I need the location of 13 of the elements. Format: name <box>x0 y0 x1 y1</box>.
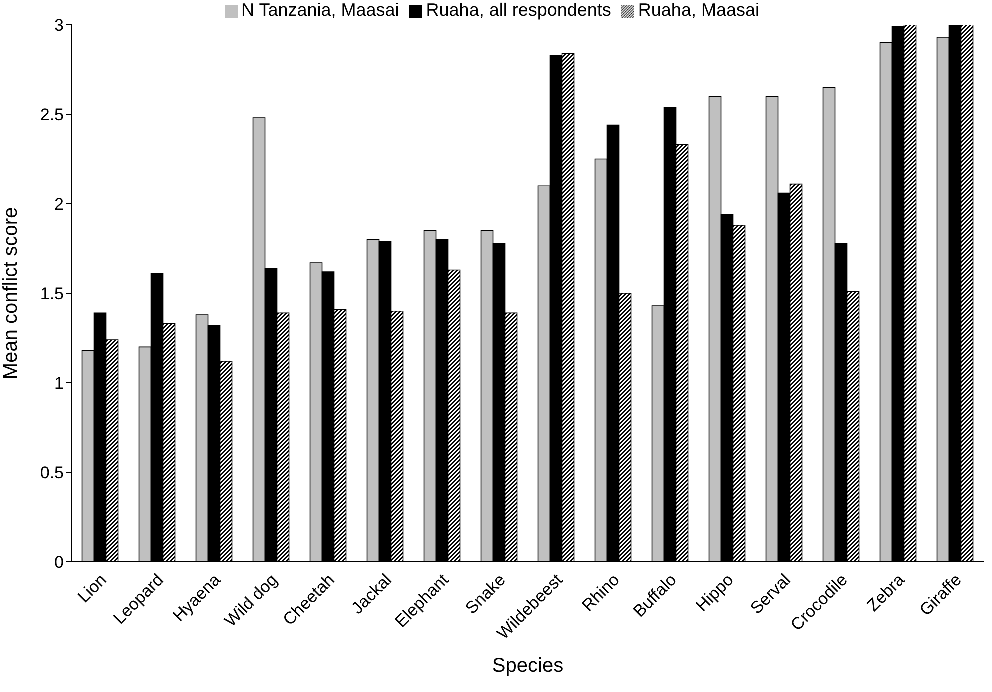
legend-label: Ruaha, Maasai <box>638 0 760 20</box>
x-tick-label: Lion <box>74 570 110 607</box>
y-tick-label: 1 <box>54 374 64 394</box>
y-tick-label: 2.5 <box>40 106 64 125</box>
y-tick-label: 0.5 <box>40 464 64 483</box>
y-tick-label: 2 <box>54 195 64 214</box>
y-tick-label: 3 <box>54 16 64 36</box>
y-axis-title: Mean conflict score <box>0 207 22 380</box>
x-axis-title: Species <box>492 655 564 677</box>
legend-label: N Tanzania, Maasai <box>242 0 400 20</box>
y-tick-label: 1.5 <box>40 284 64 304</box>
legend-label: Ruaha, all respondents <box>426 0 612 20</box>
y-tick-label: 0 <box>54 553 64 572</box>
